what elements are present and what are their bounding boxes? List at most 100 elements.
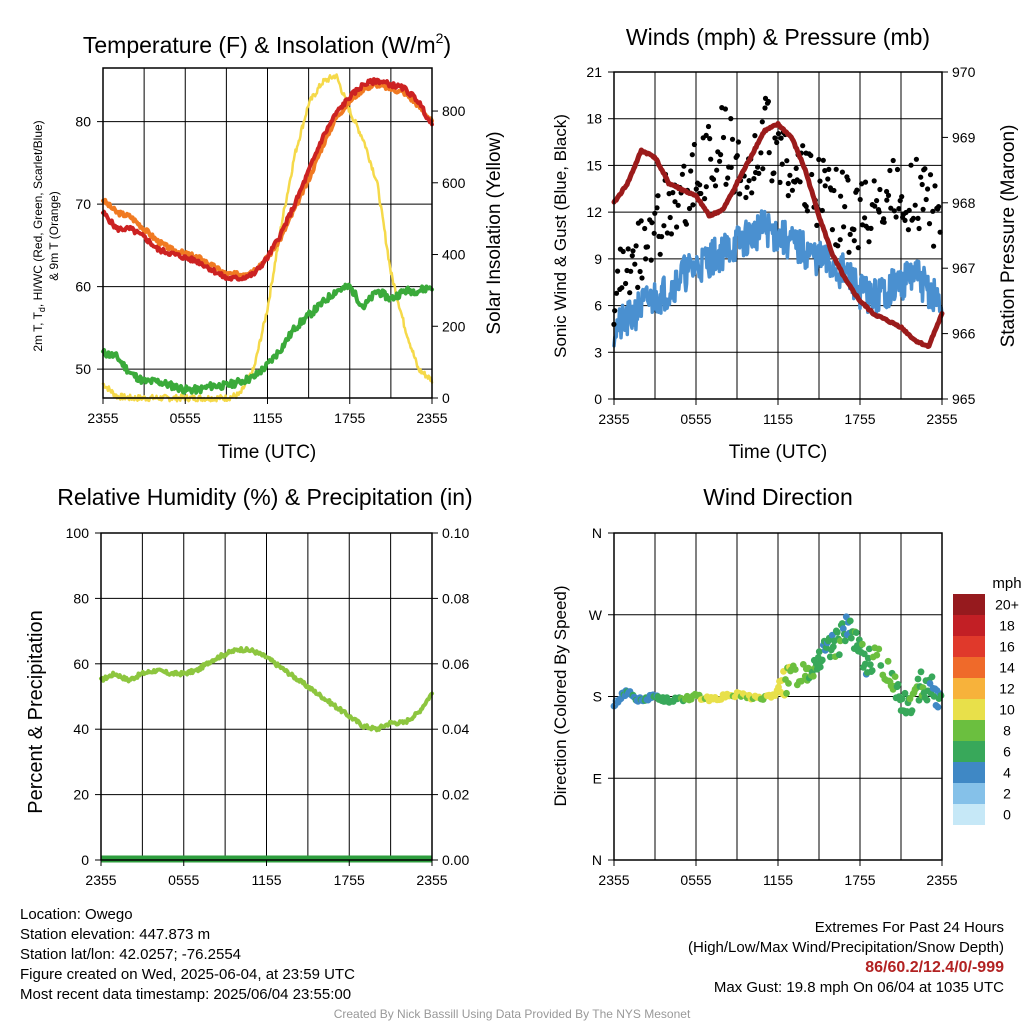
direction-point — [917, 668, 925, 676]
x-tick-label: 1155 — [251, 872, 281, 888]
gust-point — [817, 178, 823, 184]
legend-label: 14 — [999, 660, 1015, 676]
x-tick-label: 2355 — [416, 872, 447, 888]
gust-point — [785, 180, 791, 187]
gust-point — [690, 202, 696, 208]
x-tick-label: 1755 — [844, 872, 875, 888]
y2-tick-label: 967 — [952, 260, 976, 276]
gust-point — [689, 152, 695, 158]
x-tick-label: 2355 — [598, 872, 629, 888]
direction-point — [838, 620, 846, 627]
gust-point — [789, 187, 796, 193]
y-tick-label: 80 — [75, 114, 91, 130]
x-tick-label: 1755 — [334, 410, 365, 426]
gust-point — [651, 230, 657, 236]
gust-point — [729, 136, 736, 142]
rh-ylabel-left: Percent & Precipitation — [25, 610, 47, 813]
extremes-values: 86/60.2/12.4/0/-999 — [865, 959, 1004, 976]
gust-point — [838, 193, 844, 199]
x-tick-label: 1155 — [252, 410, 282, 426]
direction-point — [873, 651, 881, 659]
gust-point — [737, 191, 743, 197]
gust-point — [691, 141, 698, 148]
temp-ylabel-left-1: 2m T, Td, HI/WC (Red, Green, Scarlet/Blu… — [31, 120, 47, 351]
gust-point — [627, 290, 633, 296]
y2-tick-label: 0.04 — [442, 721, 469, 737]
gust-point — [619, 285, 625, 291]
y2-tick-label: 0.02 — [442, 787, 469, 803]
gust-point — [655, 193, 661, 199]
gust-point — [842, 204, 848, 210]
gust-point — [688, 168, 694, 174]
sonic-wind-line — [612, 209, 944, 348]
gust-point — [829, 227, 836, 233]
gust-point — [868, 225, 874, 231]
gust-point — [831, 187, 837, 194]
gust-point — [787, 172, 793, 178]
gust-point — [918, 174, 924, 180]
recent-timestamp: Most recent data timestamp: 2025/06/04 2… — [20, 986, 352, 1003]
y2-tick-label: 0.06 — [442, 656, 469, 672]
direction-point — [839, 625, 847, 633]
dir-title: Wind Direction — [703, 484, 853, 510]
gust-point — [723, 181, 729, 187]
gust-point — [862, 215, 868, 221]
credit-line: Created By Nick Bassill Using Data Provi… — [333, 1007, 691, 1021]
gust-point — [872, 203, 878, 209]
legend-label: 0 — [1003, 807, 1011, 823]
gust-point — [894, 166, 901, 173]
direction-point — [891, 673, 899, 680]
x-tick-label: 0555 — [170, 410, 201, 426]
gust-point — [654, 205, 660, 211]
gust-point — [670, 190, 676, 196]
y-tick-label: E — [593, 770, 602, 786]
wind-x-axis: 2355 0555 1155 1755 2355 — [598, 399, 958, 427]
gust-point — [884, 188, 890, 195]
direction-point — [866, 661, 874, 668]
y2-tick-label: 0.08 — [442, 590, 469, 606]
gust-point — [771, 170, 777, 176]
y-tick-label: 6 — [594, 298, 602, 314]
gust-point — [837, 237, 843, 243]
gust-point — [833, 166, 839, 172]
gust-point — [698, 190, 704, 197]
direction-point — [860, 650, 868, 658]
station-elevation: Station elevation: 447.873 m — [20, 926, 211, 943]
dir-series — [610, 613, 945, 717]
gust-point — [925, 186, 931, 192]
gust-point — [814, 222, 820, 228]
gust-point — [779, 161, 785, 167]
relative-humidity-line — [99, 646, 434, 733]
legend-label: 20+ — [995, 597, 1019, 613]
temp-title: Temperature (F) & Insolation (W/m2) — [83, 30, 451, 58]
temp-2m-line — [101, 77, 434, 282]
gust-point — [755, 164, 761, 170]
gust-point — [766, 150, 772, 156]
temp-xlabel: Time (UTC) — [218, 442, 317, 463]
gust-point — [668, 231, 675, 237]
gust-point — [683, 221, 690, 227]
gust-point — [720, 134, 727, 141]
gust-point — [664, 230, 671, 236]
y2-tick-label: 400 — [442, 247, 466, 263]
y2-tick-label: 969 — [952, 129, 976, 145]
gust-point — [804, 208, 811, 214]
direction-point — [901, 689, 909, 697]
temp-left-axis: 50 60 70 80 — [75, 114, 103, 377]
gust-point — [642, 225, 648, 232]
gust-point — [686, 205, 693, 212]
y2-tick-label: 968 — [952, 195, 976, 211]
station-latlon: Station lat/lon: 42.0257; -76.2554 — [20, 946, 242, 963]
gust-point — [862, 179, 869, 185]
gust-point — [637, 268, 643, 275]
direction-point — [898, 695, 906, 703]
gust-point — [915, 215, 921, 221]
gust-point — [643, 256, 649, 262]
gust-point — [649, 220, 655, 226]
direction-point — [934, 703, 942, 711]
legend-label: 2 — [1003, 786, 1011, 802]
gust-point — [855, 245, 861, 251]
gust-point — [932, 183, 938, 189]
station-location: Location: Owego — [20, 906, 133, 923]
